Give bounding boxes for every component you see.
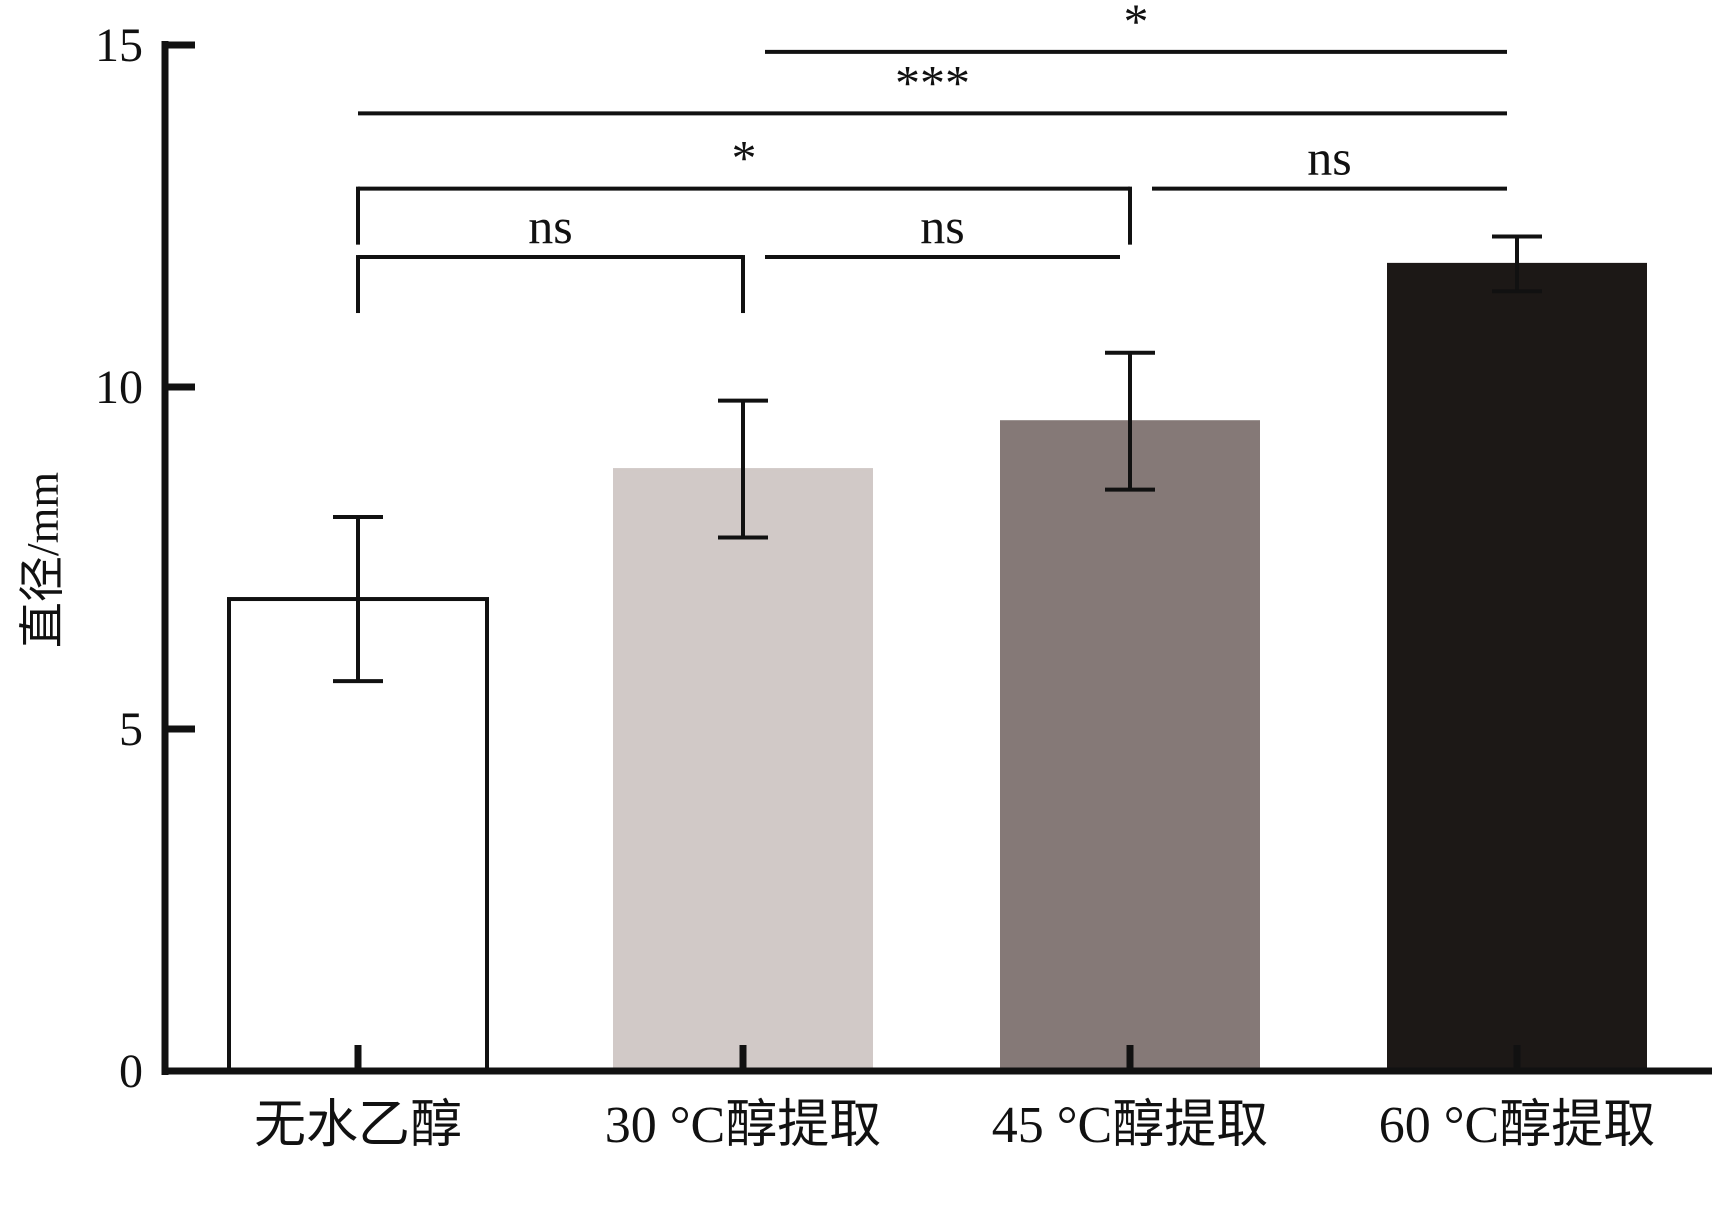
significance-bracket-6: * (765, 0, 1507, 54)
x-tick-label-2: 30 °C醇提取 (605, 1097, 881, 1154)
y-tick-label-0: 0 (119, 1045, 143, 1098)
significance-label: ns (528, 198, 572, 254)
bar-2 (613, 468, 873, 1072)
significance-bracket-4: ns (1152, 130, 1507, 191)
significance-bracket-2: ns (765, 198, 1120, 260)
y-tick-label-15: 15 (95, 19, 143, 72)
significance-label: * (732, 130, 757, 186)
significance-layer: ns ns* ns**** (356, 0, 1507, 314)
x-tick-label-1: 无水乙醇 (254, 1097, 462, 1154)
significance-bracket-1: ns (356, 198, 745, 314)
axes-layer: 0 5 10 15 无水乙醇 30 °C醇提取 45 °C醇提取 60 °C醇提取 (95, 19, 1712, 1154)
error-bar-3 (1105, 350, 1155, 492)
x-tick-label-3: 45 °C醇提取 (992, 1097, 1268, 1154)
y-tick-label-10: 10 (95, 361, 143, 414)
error-bars-layer (333, 234, 1542, 684)
error-bar-4 (1492, 234, 1542, 294)
bar-3 (1000, 420, 1260, 1072)
error-bar-2 (718, 398, 768, 540)
significance-label: * (1124, 0, 1149, 49)
significance-label: *** (895, 54, 970, 110)
bars-layer (227, 262, 1647, 1073)
error-bar-1 (333, 514, 383, 684)
significance-label: ns (1307, 130, 1351, 186)
y-tick-label-5: 5 (119, 703, 143, 756)
x-tick-label-4: 60 °C醇提取 (1379, 1097, 1655, 1154)
y-axis-title: 直径/mm (17, 472, 68, 649)
significance-label: ns (920, 198, 964, 254)
significance-bracket-5: *** (358, 54, 1507, 116)
bar-4 (1387, 262, 1647, 1072)
significance-bracket-3: * (356, 130, 1132, 245)
